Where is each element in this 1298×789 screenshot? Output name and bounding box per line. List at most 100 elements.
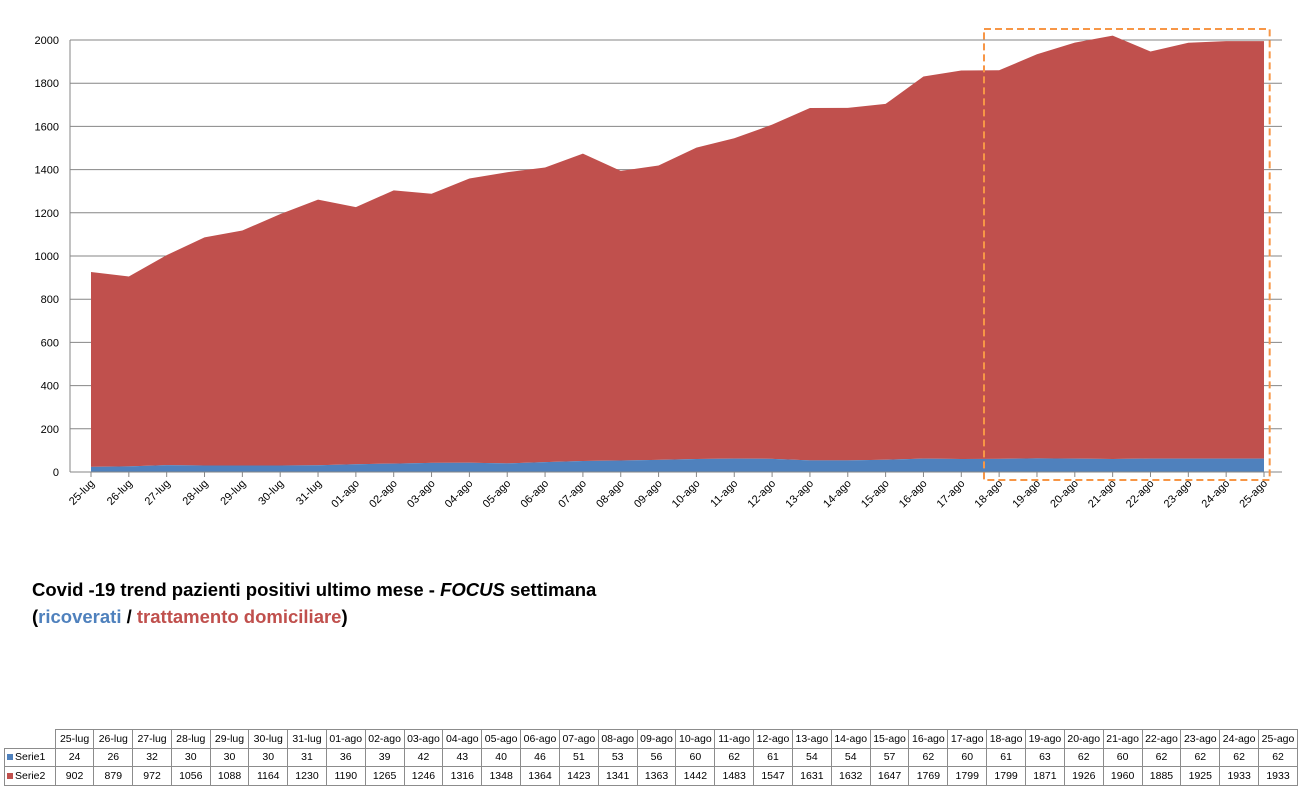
table-value-cell: 1632 bbox=[830, 766, 871, 786]
table-value-cell: 1230 bbox=[287, 766, 327, 786]
table-value-cell: 54 bbox=[791, 747, 832, 767]
table-value-cell: 1164 bbox=[248, 766, 289, 786]
table-value-cell: 36 bbox=[325, 747, 366, 767]
x-tick-label: 10-ago bbox=[670, 478, 703, 511]
table-value-cell: 46 bbox=[520, 747, 560, 767]
table-value-cell: 42 bbox=[403, 747, 444, 767]
x-tick-label: 08-ago bbox=[594, 478, 627, 511]
caption-line-1: Covid -19 trend pazienti positivi ultimo… bbox=[32, 576, 596, 603]
table-header-cell: 09-ago bbox=[636, 729, 677, 749]
table-header-cell: 26-lug bbox=[93, 729, 134, 749]
y-tick-label: 2000 bbox=[35, 35, 59, 47]
table-value-cell: 902 bbox=[54, 766, 95, 786]
table-value-cell: 57 bbox=[869, 747, 910, 767]
focus-week-highlight bbox=[982, 28, 1271, 481]
table-value-cell: 39 bbox=[364, 747, 405, 767]
x-tick-label: 23-ago bbox=[1162, 478, 1195, 511]
table-value-cell: 1925 bbox=[1180, 766, 1221, 786]
table-header-cell: 23-ago bbox=[1180, 729, 1221, 749]
x-tick-label: 13-ago bbox=[783, 478, 816, 511]
area-series-layer bbox=[91, 35, 1264, 472]
table-header-cell: 20-ago bbox=[1063, 729, 1104, 749]
table-header-cell: 24-ago bbox=[1219, 729, 1260, 749]
table-header-cell: 11-ago bbox=[714, 729, 755, 749]
table-value-cell: 1933 bbox=[1219, 766, 1260, 786]
x-tick-label: 30-lug bbox=[256, 478, 286, 508]
table-header-cell: 18-ago bbox=[986, 729, 1026, 749]
table-header-cell: 28-lug bbox=[170, 729, 211, 749]
table-value-cell: 1769 bbox=[908, 766, 949, 786]
x-tick-label: 28-lug bbox=[181, 478, 211, 508]
table-value-cell: 1885 bbox=[1141, 766, 1182, 786]
x-tick-label: 31-lug bbox=[294, 478, 324, 508]
x-tick-label: 22-ago bbox=[1124, 478, 1157, 511]
x-tick-label: 04-ago bbox=[443, 478, 476, 511]
table-value-cell: 1423 bbox=[558, 766, 599, 786]
caption-text: Covid -19 trend pazienti positivi ultimo… bbox=[32, 579, 441, 600]
table-value-cell: 62 bbox=[1063, 747, 1104, 767]
table-value-cell: 972 bbox=[132, 766, 172, 786]
table-value-cell: 1363 bbox=[636, 766, 677, 786]
area-chart: 0 200 400 600 800 1000 1200 1400 1600 1800 2000 25-… bbox=[35, 28, 1282, 511]
table-header-cell: 05-ago bbox=[481, 729, 522, 749]
caption-ricoverati: ricoverati bbox=[38, 606, 122, 627]
x-tick-label: 11-ago bbox=[708, 478, 740, 510]
table-value-cell: 63 bbox=[1025, 747, 1065, 767]
table-value-cell: 30 bbox=[248, 747, 289, 767]
caption-text-end: settimana bbox=[504, 579, 597, 600]
table-value-cell: 1799 bbox=[986, 766, 1026, 786]
table-header-cell: 01-ago bbox=[325, 729, 366, 749]
table-header-cell: 13-ago bbox=[791, 729, 832, 749]
x-tick-label: 25-ago bbox=[1237, 478, 1270, 511]
table-value-cell: 61 bbox=[753, 747, 793, 767]
table-header-cell: 03-ago bbox=[403, 729, 444, 749]
x-tick-label: 25-lug bbox=[67, 478, 97, 508]
y-tick-label: 600 bbox=[41, 337, 59, 349]
table-value-cell: 1547 bbox=[753, 766, 793, 786]
y-tick-label: 1400 bbox=[35, 165, 59, 177]
table-value-cell: 62 bbox=[1180, 747, 1221, 767]
x-tick-label: 06-ago bbox=[518, 478, 551, 511]
table-value-cell: 62 bbox=[1141, 747, 1182, 767]
x-tick-label: 07-ago bbox=[556, 478, 589, 511]
table-value-cell: 24 bbox=[54, 747, 95, 767]
table-series-label: Serie2 bbox=[4, 766, 56, 786]
table-header-row: 25-lug 26-lug 27-lug 28-lug 29-lug 30-lug 31-l… bbox=[5, 729, 1298, 749]
table-header-cell: 25-lug bbox=[54, 729, 95, 749]
table-value-cell: 26 bbox=[93, 747, 134, 767]
table-value-cell: 62 bbox=[908, 747, 949, 767]
x-tick-label: 21-ago bbox=[1086, 478, 1119, 511]
table-header-cell: 15-ago bbox=[869, 729, 910, 749]
x-tick-label: 19-ago bbox=[1010, 478, 1043, 511]
x-tick-label: 26-lug bbox=[105, 478, 135, 508]
table-value-cell: 60 bbox=[675, 747, 716, 767]
caption-paren-open: ( bbox=[32, 606, 39, 627]
table-value-cell: 1088 bbox=[209, 766, 250, 786]
table-header-cell: 31-lug bbox=[287, 729, 327, 749]
y-tick-label: 1000 bbox=[35, 251, 59, 263]
table-header-cell: 30-lug bbox=[248, 729, 289, 749]
table-header-cell: 16-ago bbox=[908, 729, 949, 749]
table-value-cell: 1933 bbox=[1258, 766, 1298, 786]
table-value-cell: 30 bbox=[170, 747, 211, 767]
table-value-cell: 1483 bbox=[714, 766, 755, 786]
y-tick-label: 200 bbox=[41, 424, 59, 436]
table-header-cell: 06-ago bbox=[520, 729, 560, 749]
x-tick-label: 14-ago bbox=[821, 478, 854, 511]
table-value-cell: 31 bbox=[287, 747, 327, 767]
x-tick-label: 02-ago bbox=[367, 478, 400, 511]
table-value-cell: 60 bbox=[947, 747, 988, 767]
x-tick-label: 09-ago bbox=[632, 478, 665, 511]
table-header-cell: 27-lug bbox=[132, 729, 172, 749]
x-tick-label: 18-ago bbox=[973, 478, 1006, 511]
x-tick-label: 29-lug bbox=[218, 478, 248, 508]
table-value-cell: 1926 bbox=[1063, 766, 1104, 786]
table-value-cell: 1871 bbox=[1025, 766, 1065, 786]
y-tick-label: 400 bbox=[41, 381, 59, 393]
table-header-cell: 29-lug bbox=[209, 729, 250, 749]
table-value-cell: 1647 bbox=[869, 766, 910, 786]
table-value-cell: 30 bbox=[209, 747, 250, 767]
table-row: Serie2 902 879 972 1056 1088 1164 1230 1190 1265 1… bbox=[4, 766, 1298, 786]
table-value-cell: 62 bbox=[1258, 747, 1298, 767]
table-value-cell: 62 bbox=[1219, 747, 1260, 767]
